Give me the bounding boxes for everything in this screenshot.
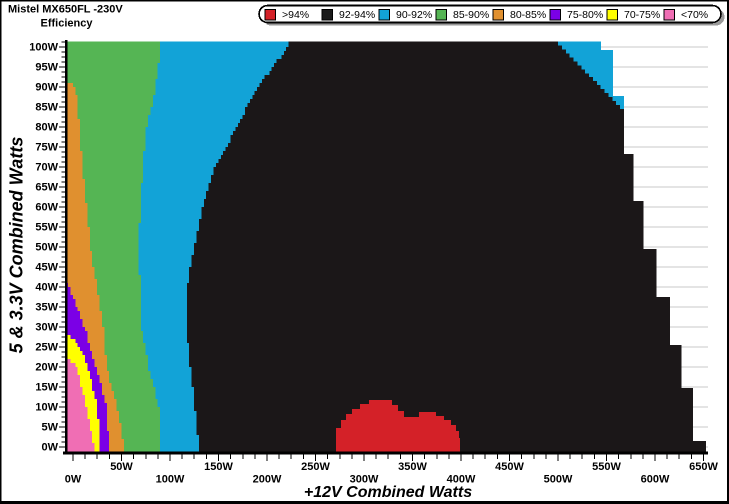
svg-text:+12V Combined Watts: +12V Combined Watts bbox=[304, 484, 472, 501]
svg-text:90W: 90W bbox=[35, 82, 58, 94]
svg-text:250W: 250W bbox=[301, 461, 330, 473]
svg-text:Efficiency: Efficiency bbox=[41, 18, 94, 30]
svg-text:70-75%: 70-75% bbox=[624, 9, 660, 21]
svg-text:45W: 45W bbox=[35, 262, 58, 274]
svg-text:0W: 0W bbox=[42, 442, 59, 454]
svg-text:20W: 20W bbox=[35, 362, 58, 374]
svg-text:100W: 100W bbox=[156, 474, 185, 486]
svg-text:600W: 600W bbox=[641, 474, 670, 486]
svg-text:60W: 60W bbox=[35, 202, 58, 214]
svg-text:400W: 400W bbox=[447, 474, 476, 486]
svg-text:>94%: >94% bbox=[282, 9, 309, 21]
svg-text:500W: 500W bbox=[544, 474, 573, 486]
svg-text:10W: 10W bbox=[35, 402, 58, 414]
svg-text:75W: 75W bbox=[35, 142, 58, 154]
svg-text:Mistel MX650FL -230V: Mistel MX650FL -230V bbox=[8, 4, 123, 16]
svg-text:5W: 5W bbox=[42, 422, 59, 434]
svg-text:0W: 0W bbox=[65, 474, 82, 486]
svg-text:35W: 35W bbox=[35, 302, 58, 314]
svg-text:50W: 50W bbox=[110, 461, 133, 473]
svg-text:30W: 30W bbox=[35, 322, 58, 334]
svg-text:550W: 550W bbox=[592, 461, 621, 473]
svg-text:85W: 85W bbox=[35, 102, 58, 114]
svg-text:150W: 150W bbox=[204, 461, 233, 473]
svg-text:200W: 200W bbox=[253, 474, 282, 486]
svg-text:75-80%: 75-80% bbox=[567, 9, 603, 21]
svg-text:55W: 55W bbox=[35, 222, 58, 234]
svg-text:85-90%: 85-90% bbox=[453, 9, 489, 21]
svg-text:15W: 15W bbox=[35, 382, 58, 394]
svg-text:100W: 100W bbox=[29, 42, 58, 54]
svg-text:450W: 450W bbox=[495, 461, 524, 473]
svg-text:300W: 300W bbox=[350, 474, 379, 486]
svg-text:92-94%: 92-94% bbox=[339, 9, 375, 21]
svg-text:95W: 95W bbox=[35, 62, 58, 74]
svg-text:5 & 3.3V Combined Watts: 5 & 3.3V Combined Watts bbox=[7, 137, 27, 354]
svg-text:90-92%: 90-92% bbox=[396, 9, 432, 21]
svg-text:40W: 40W bbox=[35, 282, 58, 294]
svg-text:<70%: <70% bbox=[681, 9, 708, 21]
svg-text:50W: 50W bbox=[35, 242, 58, 254]
svg-text:65W: 65W bbox=[35, 182, 58, 194]
svg-text:70W: 70W bbox=[35, 162, 58, 174]
svg-text:80-85%: 80-85% bbox=[510, 9, 546, 21]
svg-text:80W: 80W bbox=[35, 122, 58, 134]
svg-text:350W: 350W bbox=[398, 461, 427, 473]
svg-text:25W: 25W bbox=[35, 342, 58, 354]
svg-text:650W: 650W bbox=[689, 461, 718, 473]
